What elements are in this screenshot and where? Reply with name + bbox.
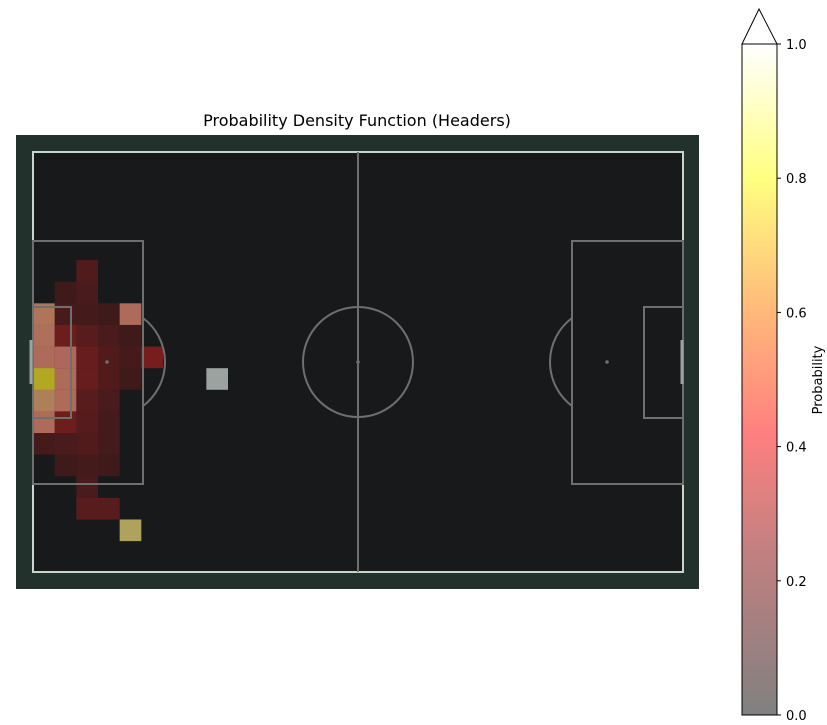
heatmap-cell-bright (33, 368, 55, 390)
heatmap-cell (54, 389, 77, 412)
heatmap-cell (54, 368, 77, 390)
heatmap-cell (119, 346, 142, 369)
colorbar-extend-arrow (741, 7, 778, 45)
heatmap-cell (33, 346, 55, 369)
left-penalty-arc (142, 317, 166, 407)
heatmap-cell (98, 411, 120, 434)
heatmap-cell (119, 324, 142, 347)
heatmap-cell (33, 324, 55, 347)
colorbar: 0.0 0.2 0.4 0.6 0.8 1.0 Probability (741, 7, 826, 724)
heatmap-cell (54, 411, 77, 434)
heatmap-cell (76, 368, 98, 390)
heatmap-cell (76, 454, 98, 477)
heatmap-cell (33, 303, 55, 325)
heatmap-cell (76, 497, 98, 520)
heatmap-cell (54, 454, 77, 477)
colorbar-tick-label: 0.4 (786, 441, 807, 456)
heatmap-cell (54, 324, 77, 347)
heatmap-cell (76, 346, 98, 369)
heatmap-cell (33, 433, 55, 455)
heatmap-cell (98, 389, 120, 412)
left-goal-area (32, 306, 72, 419)
heatmap-cell (98, 346, 120, 369)
heatmap-cell (33, 389, 55, 412)
colorbar-gradient (742, 44, 777, 715)
heatmap-cell (76, 433, 98, 455)
heatmap-cell (76, 324, 98, 347)
heatmap-cell (54, 281, 77, 304)
colorbar-outline (741, 43, 778, 716)
heatmap-cell (98, 324, 120, 347)
heatmap-cell (119, 368, 142, 390)
heatmap-cell (54, 346, 77, 369)
heatmap-cell (98, 454, 120, 477)
right-penalty-spot (605, 360, 609, 364)
centre-spot (356, 360, 360, 364)
heatmap-cell (76, 303, 98, 325)
heatmap-cell (98, 497, 120, 520)
heatmap-cell (98, 433, 120, 455)
centre-circle (302, 306, 414, 418)
heatmap-cell (98, 303, 120, 325)
heatmap-cell (76, 476, 98, 498)
colorbar-tick-label: 0.2 (786, 575, 807, 590)
heatmap-cell (119, 303, 142, 325)
heatmap-cell (54, 433, 77, 455)
heatmap-cell (98, 368, 120, 390)
chart-title: Probability Density Function (Headers) (203, 111, 511, 130)
pitch-lines (29, 151, 684, 573)
left-penalty-spot (105, 360, 109, 364)
colorbar-label: Probability (811, 345, 826, 414)
colorbar-tick-label: 0.6 (786, 306, 807, 321)
right-penalty-arc (549, 317, 573, 407)
colorbar-tick-label: 1.0 (786, 38, 807, 53)
heatmap-cell (76, 411, 98, 434)
colorbar-tick-label: 0.8 (786, 172, 807, 187)
heatmap-cell-bright (206, 368, 228, 390)
colorbar-tick-label: 0.0 (786, 709, 807, 724)
heatmap-cell (76, 389, 98, 412)
heatmap-cell (76, 260, 98, 282)
heatmap-cell (76, 281, 98, 304)
heatmap-cell (141, 346, 163, 369)
heatmap-cell (33, 411, 55, 434)
heatmap-cell (119, 519, 142, 542)
